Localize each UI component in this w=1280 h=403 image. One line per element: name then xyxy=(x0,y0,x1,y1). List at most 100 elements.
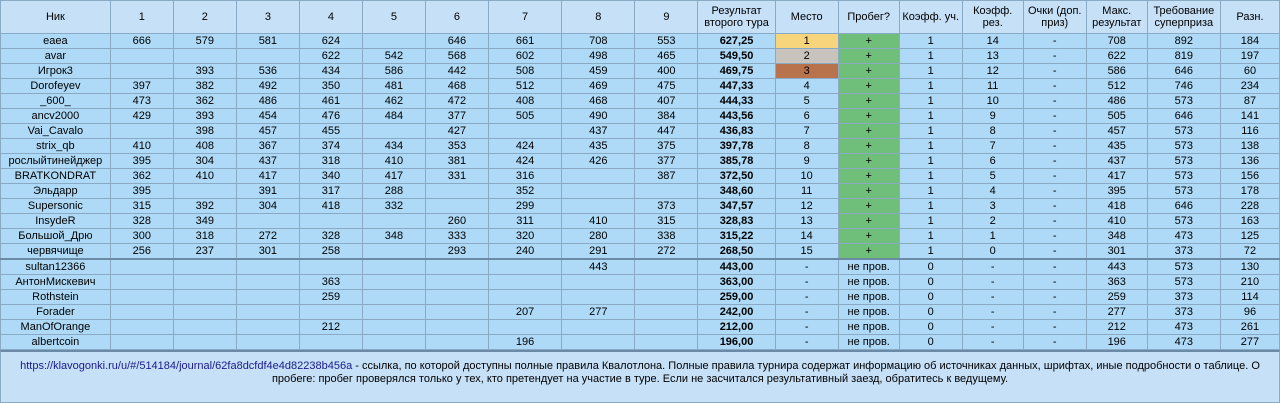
nick-cell: Dorofeyev xyxy=(0,78,111,94)
round-8-cell: 437 xyxy=(561,123,636,139)
max-result-cell: 512 xyxy=(1085,78,1148,94)
superprize-req-cell: 473 xyxy=(1146,319,1221,335)
coef-result-cell: 12 xyxy=(961,63,1024,79)
points-cell: - xyxy=(1022,108,1087,124)
round-1-cell: 395 xyxy=(109,153,174,169)
result-cell: 315,22 xyxy=(697,228,776,244)
superprize-req-cell: 746 xyxy=(1146,78,1221,94)
round-2-cell xyxy=(172,48,237,64)
round-8-cell: 708 xyxy=(561,33,636,49)
column-header: 2 xyxy=(172,0,237,34)
result-cell: 447,33 xyxy=(697,78,776,94)
round-3-cell xyxy=(235,213,300,229)
nick-cell: ancv2000 xyxy=(0,108,111,124)
coef-result-cell: 14 xyxy=(961,33,1024,49)
round-6-cell: 331 xyxy=(424,168,489,184)
points-cell: - xyxy=(1022,138,1087,154)
round-9-cell xyxy=(634,319,699,335)
superprize-req-cell: 646 xyxy=(1146,63,1221,79)
round-3-cell: 581 xyxy=(235,33,300,49)
diff-cell: 261 xyxy=(1219,319,1280,335)
round-8-cell xyxy=(561,319,636,335)
table-row: Vai_Cavalo 398 457 455 427 437 447 436,83 7 +1 8-4… xyxy=(0,123,1280,139)
run-cell: + xyxy=(837,78,900,94)
result-cell: 196,00 xyxy=(697,334,776,350)
coef-result-cell: 1 xyxy=(961,228,1024,244)
round-6-cell: 468 xyxy=(424,78,489,94)
round-7-cell xyxy=(487,274,563,290)
round-4-cell: 318 xyxy=(298,153,363,169)
round-3-cell: 457 xyxy=(235,123,300,139)
round-1-cell xyxy=(109,48,174,64)
round-7-cell xyxy=(487,123,563,139)
max-result-cell: 586 xyxy=(1085,63,1148,79)
round-8-cell: 469 xyxy=(561,78,636,94)
rules-link[interactable]: https://klavogonki.ru/u/#/514184/journal… xyxy=(20,360,353,372)
round-4-cell xyxy=(298,334,363,350)
result-cell: 347,57 xyxy=(697,198,776,214)
run-cell: + xyxy=(837,93,900,109)
round-9-cell xyxy=(634,258,699,275)
round-1-cell: 362 xyxy=(109,168,174,184)
rules-footer: https://klavogonki.ru/u/#/514184/journal… xyxy=(0,350,1280,403)
max-result-cell: 212 xyxy=(1085,319,1148,335)
points-cell: - xyxy=(1022,319,1087,335)
round-8-cell: 435 xyxy=(561,138,636,154)
max-result-cell: 443 xyxy=(1085,258,1148,275)
round-7-cell: 424 xyxy=(487,153,563,169)
nick-cell: eaea xyxy=(0,33,111,49)
round-9-cell: 338 xyxy=(634,228,699,244)
round-5-cell: 410 xyxy=(361,153,426,169)
table-row: Игрок3 393 536 434 586 442 508 459 400 469,75 3 +1 1… xyxy=(0,63,1280,79)
round-6-cell: 568 xyxy=(424,48,489,64)
round-6-cell xyxy=(424,304,489,320)
round-7-cell: 508 xyxy=(487,63,563,79)
round-5-cell: 417 xyxy=(361,168,426,184)
round-1-cell xyxy=(109,274,174,290)
coef-result-cell: - xyxy=(961,289,1024,305)
round-5-cell: 288 xyxy=(361,183,426,199)
round-4-cell xyxy=(298,213,363,229)
round-3-cell: 367 xyxy=(235,138,300,154)
coef-result-cell: 3 xyxy=(961,198,1024,214)
max-result-cell: 435 xyxy=(1085,138,1148,154)
column-header: Требование суперприза xyxy=(1146,0,1221,34)
points-cell: - xyxy=(1022,334,1087,350)
diff-cell: 72 xyxy=(1219,243,1280,260)
round-7-cell: 512 xyxy=(487,78,563,94)
round-6-cell xyxy=(424,319,489,335)
superprize-req-cell: 819 xyxy=(1146,48,1221,64)
round-5-cell: 348 xyxy=(361,228,426,244)
points-cell: - xyxy=(1022,213,1087,229)
round-5-cell xyxy=(361,243,426,260)
round-6-cell xyxy=(424,334,489,350)
coef-result-cell: 0 xyxy=(961,243,1024,260)
round-4-cell: 317 xyxy=(298,183,363,199)
run-cell: не пров. xyxy=(837,274,900,290)
result-cell: 436,83 xyxy=(697,123,776,139)
round-2-cell xyxy=(172,304,237,320)
coef-part-cell: 1 xyxy=(898,228,963,244)
superprize-req-cell: 373 xyxy=(1146,289,1221,305)
run-cell: + xyxy=(837,198,900,214)
round-4-cell: 434 xyxy=(298,63,363,79)
column-header: 8 xyxy=(561,0,636,34)
round-9-cell xyxy=(634,304,699,320)
place-cell: 5 xyxy=(774,93,839,109)
diff-cell: 141 xyxy=(1219,108,1280,124)
round-1-cell: 473 xyxy=(109,93,174,109)
max-result-cell: 363 xyxy=(1085,274,1148,290)
place-cell: 1 xyxy=(774,33,839,49)
table-row: eaea 666 579 581 624 646 661 708 553 627,25 1 +1 14-… xyxy=(0,33,1280,49)
round-8-cell xyxy=(561,168,636,184)
max-result-cell: 437 xyxy=(1085,153,1148,169)
round-5-cell: 332 xyxy=(361,198,426,214)
points-cell: - xyxy=(1022,304,1087,320)
round-9-cell: 465 xyxy=(634,48,699,64)
round-4-cell: 418 xyxy=(298,198,363,214)
table-row: BRATKONDRAT 362 410 417 340 417 331 316 387 372,5… xyxy=(0,168,1280,184)
column-header: Макс. результат xyxy=(1085,0,1148,34)
superprize-req-cell: 373 xyxy=(1146,304,1221,320)
coef-part-cell: 1 xyxy=(898,48,963,64)
round-4-cell: 624 xyxy=(298,33,363,49)
